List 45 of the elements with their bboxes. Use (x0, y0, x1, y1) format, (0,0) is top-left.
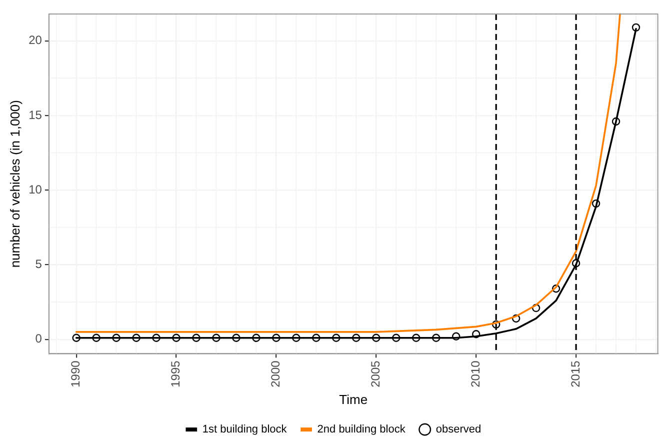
point (312, 334, 320, 342)
y-tick-label: 15 (28, 108, 42, 122)
x-tick-label: 2010 (468, 360, 482, 388)
point (112, 334, 120, 342)
point (232, 334, 240, 342)
point (252, 334, 260, 342)
point (432, 334, 440, 342)
point (352, 334, 360, 342)
x-tick-label: 1995 (168, 360, 183, 388)
point (92, 334, 100, 342)
point (412, 334, 420, 342)
y-tick-label: 20 (28, 33, 42, 48)
x-axis-title: Time (339, 392, 368, 407)
legend-label: 1st building block (202, 424, 288, 436)
point (552, 284, 560, 293)
point (152, 334, 160, 342)
legend-label: observed (436, 424, 482, 436)
point (452, 332, 460, 340)
x-tick-label: 2005 (368, 360, 382, 388)
point (132, 334, 140, 342)
point (512, 314, 520, 323)
point (392, 334, 400, 342)
legend-label: 2nd building block (317, 424, 406, 436)
x-tick-label: 1990 (68, 360, 83, 388)
point (192, 334, 200, 342)
point (532, 304, 540, 312)
x-tick-label: 2000 (268, 360, 283, 388)
point (272, 334, 280, 342)
point (472, 330, 480, 338)
point (72, 334, 80, 342)
point (632, 23, 640, 32)
point (592, 199, 600, 208)
x-tick-label: 2015 (568, 360, 582, 388)
y-tick-label: 10 (28, 182, 42, 196)
point (492, 320, 500, 329)
point (372, 334, 380, 342)
y-tick-label: 0 (35, 332, 42, 346)
point (172, 334, 180, 342)
point (212, 334, 220, 342)
y-axis-title: number of vehicles (in 1,000) (7, 100, 22, 268)
point (292, 334, 300, 342)
y-tick-label: 5 (35, 257, 42, 272)
point (332, 334, 340, 342)
point (612, 117, 620, 126)
point (572, 259, 580, 268)
